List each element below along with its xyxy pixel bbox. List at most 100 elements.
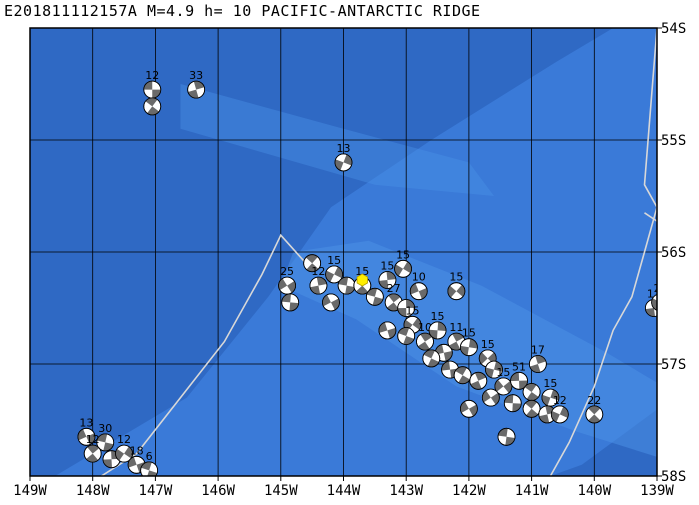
event-depth-label: 30 [98, 422, 112, 435]
event-beachball[interactable] [322, 293, 340, 312]
lat-tick-label: 54S [661, 21, 686, 37]
event-depth-label: 13 [337, 142, 351, 155]
lon-tick-label: 143W [389, 483, 423, 499]
lat-tick-label: 55S [661, 133, 686, 149]
lat-axis-labels: 54S 55S 56S 57S 58S [657, 21, 686, 485]
lat-tick-label: 58S [661, 469, 686, 485]
event-depth-label: 17 [531, 344, 545, 357]
event-beachball[interactable]: 12 [309, 265, 328, 295]
lon-tick-label: 142W [452, 483, 486, 499]
event-depth-label: 15 [431, 310, 445, 323]
event-beachball[interactable] [337, 276, 356, 295]
event-depth-label: 15 [355, 265, 369, 278]
event-depth-label: 10 [412, 271, 426, 284]
event-beachball[interactable] [303, 254, 322, 273]
event-beachball[interactable]: 12 [83, 433, 102, 463]
event-depth-label: 15 [327, 254, 341, 267]
lon-tick-label: 147W [139, 483, 173, 499]
event-beachball[interactable]: 13 [77, 416, 96, 446]
event-beachball[interactable]: 33 [187, 69, 206, 99]
event-depth-label: 6 [146, 450, 153, 463]
event-beachball[interactable]: 30 [96, 422, 115, 452]
event-beachball[interactable]: 6 [140, 450, 159, 479]
event-beachball[interactable]: 12 [143, 69, 162, 99]
event-beachball[interactable] [422, 349, 441, 368]
event-beachball[interactable]: 25 [278, 265, 296, 295]
event-beachball[interactable]: 15 [447, 271, 466, 301]
event-depth-label: 12 [117, 433, 131, 446]
lon-tick-label: 140W [577, 483, 611, 499]
event-depth-label: 15 [405, 304, 419, 317]
event-beachball[interactable] [453, 366, 472, 385]
event-beachball[interactable]: 10 [416, 321, 434, 351]
event-beachball[interactable] [485, 360, 503, 379]
lon-tick-label: 139W [640, 483, 674, 499]
event-beachball[interactable] [522, 383, 541, 401]
event-depth-label: 22 [587, 394, 601, 407]
plate-boundary-line [549, 28, 657, 476]
event-depth-label: 15 [543, 377, 557, 390]
event-beachball[interactable]: 15 [428, 310, 447, 340]
event-depth-label: 11 [449, 321, 463, 334]
event-beachball[interactable]: 51 [510, 360, 528, 390]
map-title: E201811112157A M=4.9 h= 10 PACIFIC-ANTAR… [4, 2, 481, 20]
event-depth-label: 11 [647, 288, 661, 301]
event-beachball[interactable] [397, 299, 416, 317]
event-beachball[interactable] [397, 327, 416, 345]
event-beachball[interactable] [459, 399, 478, 418]
event-beachball[interactable] [143, 97, 162, 116]
event-beachball[interactable] [281, 293, 300, 312]
event-depth-label: 12 [553, 394, 567, 407]
event-beachball[interactable]: 15 [394, 248, 412, 278]
lon-tick-label: 149W [13, 483, 47, 499]
event-beachball[interactable] [497, 427, 516, 446]
lat-tick-label: 57S [661, 357, 686, 373]
event-beachball[interactable]: 13 [334, 142, 353, 172]
event-beachball[interactable] [538, 405, 557, 424]
event-depth-label: 15 [380, 260, 394, 273]
event-beachball[interactable] [378, 321, 397, 340]
lon-axis-labels: 149W 148W 147W 146W 145W 144W 143W 142W 141W 140W… [13, 476, 674, 499]
event-depth-label: 15 [496, 366, 510, 379]
lon-tick-label: 145W [264, 483, 298, 499]
event-depth-label: 15 [481, 338, 495, 351]
lat-tick-label: 56S [661, 245, 686, 261]
event-beachball[interactable] [469, 371, 488, 390]
event-depth-label: 25 [280, 265, 294, 278]
lon-tick-label: 146W [201, 483, 235, 499]
event-depth-label: 15 [449, 271, 463, 284]
event-depth-label: 12 [86, 433, 100, 446]
event-depth-label: 13 [79, 416, 93, 429]
event-beachball[interactable]: 15 [541, 377, 560, 407]
event-depth-label: 12 [145, 69, 159, 82]
event-beachball[interactable]: 15 [325, 254, 343, 284]
event-beachball[interactable]: 15 [494, 366, 513, 396]
lon-tick-label: 144W [327, 483, 361, 499]
event-beachball[interactable]: 15 [651, 282, 669, 311]
event-depth-label: 51 [512, 360, 526, 373]
event-beachball[interactable] [481, 388, 500, 407]
event-beachball[interactable]: 10 [409, 271, 428, 301]
event-beachball[interactable]: 12 [115, 433, 133, 463]
event-beachball[interactable]: 12 [550, 394, 569, 424]
event-depth-label: 15 [653, 282, 667, 295]
lon-tick-label: 148W [76, 483, 110, 499]
event-depth-label: 15 [396, 248, 410, 261]
event-depth-label: 12 [311, 265, 325, 278]
plate-boundary-line [644, 212, 657, 223]
event-beachball[interactable] [365, 287, 384, 306]
event-beachball[interactable]: 17 [528, 344, 547, 373]
event-beachball[interactable]: 15 [378, 260, 397, 289]
event-depth-label: 33 [189, 69, 203, 82]
event-beachball[interactable] [503, 394, 522, 413]
event-beachball[interactable]: 15 [459, 327, 478, 357]
plate-boundaries [99, 28, 657, 476]
event-depth-label: 10 [418, 321, 432, 334]
event-beachball[interactable]: 22 [585, 394, 604, 424]
event-depth-label: 18 [130, 444, 144, 457]
event-beachball[interactable] [522, 399, 541, 418]
lon-tick-label: 141W [515, 483, 549, 499]
